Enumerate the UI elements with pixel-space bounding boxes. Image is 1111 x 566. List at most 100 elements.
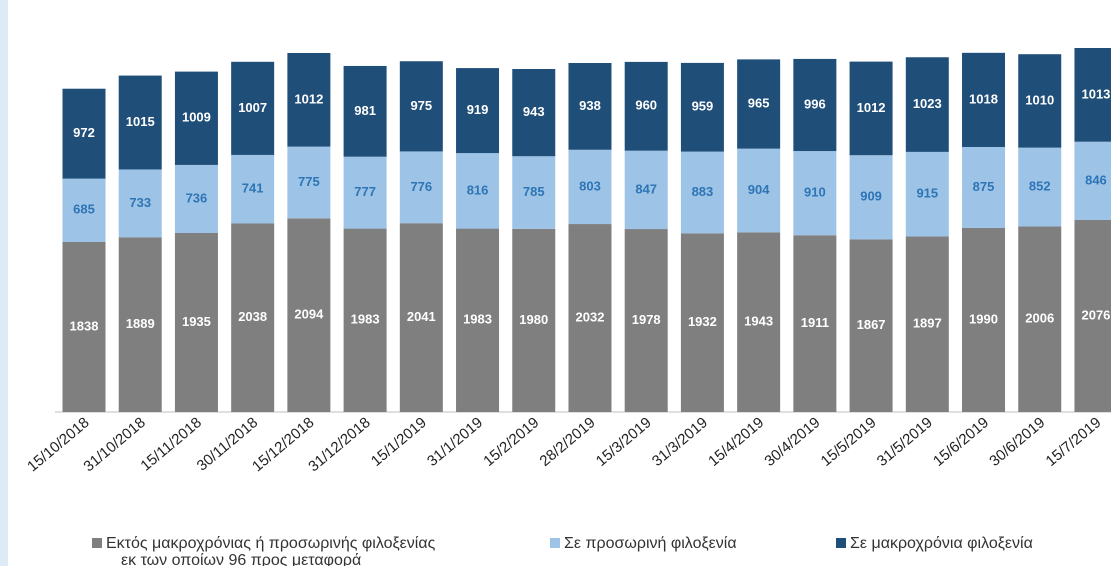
bar-segment bbox=[1018, 147, 1062, 227]
bar-segment bbox=[793, 58, 837, 152]
bar-segment bbox=[905, 57, 949, 152]
data-label: 959 bbox=[692, 99, 714, 114]
data-label: 852 bbox=[1029, 178, 1051, 193]
data-label: 741 bbox=[242, 181, 264, 196]
bar-segment bbox=[174, 71, 218, 165]
data-label: 1009 bbox=[182, 110, 211, 125]
bar-segment bbox=[568, 62, 612, 150]
bar-segment bbox=[512, 228, 556, 412]
data-label: 965 bbox=[748, 95, 770, 110]
bar-segment bbox=[737, 148, 781, 233]
bar-segment bbox=[793, 151, 837, 236]
bar-segment bbox=[737, 232, 781, 412]
bar-segment bbox=[905, 236, 949, 412]
x-tick-label: 15/6/2019 bbox=[930, 414, 992, 470]
bar-segment bbox=[624, 229, 668, 412]
bar-segment bbox=[456, 153, 500, 229]
data-label: 904 bbox=[748, 182, 770, 197]
data-label: 996 bbox=[804, 96, 826, 111]
data-label: 1838 bbox=[70, 318, 99, 333]
bar-segment bbox=[512, 69, 556, 157]
bar-segment bbox=[399, 151, 443, 224]
bar-segment bbox=[231, 223, 275, 412]
bar-segment bbox=[624, 150, 668, 230]
bar-segment bbox=[849, 61, 893, 156]
data-label: 960 bbox=[635, 98, 657, 113]
data-label: 1980 bbox=[519, 312, 548, 327]
bar-segment bbox=[287, 218, 331, 412]
x-tick-label: 31/3/2019 bbox=[649, 414, 711, 470]
data-label: 919 bbox=[467, 102, 489, 117]
bar-segment bbox=[568, 149, 612, 225]
bar-segment bbox=[399, 223, 443, 412]
data-label: 1978 bbox=[632, 312, 661, 327]
bar-segment bbox=[456, 68, 500, 154]
legend-swatch bbox=[92, 538, 102, 548]
data-label: 1897 bbox=[913, 316, 942, 331]
data-label: 875 bbox=[973, 179, 995, 194]
side-strip bbox=[0, 0, 8, 566]
x-tick-label: 15/4/2019 bbox=[705, 414, 767, 470]
data-label: 733 bbox=[129, 195, 151, 210]
data-label: 1889 bbox=[126, 316, 155, 331]
bar-segment bbox=[962, 52, 1006, 147]
data-label: 1015 bbox=[126, 114, 155, 129]
data-label: 883 bbox=[692, 184, 714, 199]
bar-segment bbox=[1074, 219, 1111, 412]
data-label: 847 bbox=[635, 181, 657, 196]
x-tick-label: 15/3/2019 bbox=[593, 414, 655, 470]
data-label: 816 bbox=[467, 182, 489, 197]
bar-segment bbox=[62, 88, 106, 179]
data-label: 1023 bbox=[913, 96, 942, 111]
bar-segment bbox=[118, 169, 162, 238]
bar-segment bbox=[849, 155, 893, 240]
bar-segment bbox=[962, 146, 1006, 228]
bar-segment bbox=[118, 237, 162, 412]
data-label: 1018 bbox=[969, 91, 998, 106]
x-tick-label: 15/11/2018 bbox=[137, 414, 205, 475]
bar-segment bbox=[287, 146, 331, 219]
x-tick-label: 31/1/2019 bbox=[424, 414, 486, 470]
x-tick-label: 30/4/2019 bbox=[761, 414, 823, 470]
x-tick-label: 31/12/2018 bbox=[305, 414, 373, 475]
x-tick-label: 28/2/2019 bbox=[537, 414, 599, 470]
data-label: 1990 bbox=[969, 311, 998, 326]
data-label: 1013 bbox=[1081, 86, 1110, 101]
data-label: 777 bbox=[354, 184, 376, 199]
data-label: 1867 bbox=[857, 317, 886, 332]
data-label: 2038 bbox=[238, 309, 267, 324]
data-label: 1012 bbox=[857, 100, 886, 115]
data-label: 1010 bbox=[1025, 92, 1054, 107]
bar-segment bbox=[343, 156, 387, 229]
x-tick-label: 15/7/2019 bbox=[1042, 414, 1104, 470]
data-label: 943 bbox=[523, 104, 545, 119]
data-label: 975 bbox=[410, 98, 432, 113]
data-label: 2094 bbox=[294, 307, 324, 322]
bar-segment bbox=[231, 61, 275, 155]
bar-segment bbox=[793, 235, 837, 412]
data-label: 915 bbox=[916, 186, 938, 201]
legend-note: εκ των οποίων 96 προς μεταφορά bbox=[121, 552, 361, 566]
data-label: 776 bbox=[410, 179, 432, 194]
x-tick-label: 31/5/2019 bbox=[874, 414, 936, 470]
data-label: 1935 bbox=[182, 314, 211, 329]
bar-segment bbox=[343, 228, 387, 412]
legend-swatch bbox=[836, 538, 846, 548]
bar-segment bbox=[343, 65, 387, 157]
data-label: 1007 bbox=[238, 100, 267, 115]
bar-segment bbox=[680, 62, 724, 152]
bar-segment bbox=[62, 178, 106, 242]
data-label: 910 bbox=[804, 185, 826, 200]
data-label: 1012 bbox=[294, 91, 323, 106]
bar-segment bbox=[1018, 54, 1062, 148]
bar-segment bbox=[1074, 48, 1111, 142]
x-tick-label: 15/1/2019 bbox=[368, 414, 430, 470]
legend-label: Σε μακροχρόνια φιλοξενία bbox=[850, 535, 1033, 552]
data-label: 2076 bbox=[1081, 307, 1110, 322]
bar-segment bbox=[680, 233, 724, 412]
bar-segment bbox=[1018, 226, 1062, 412]
bar-segment bbox=[512, 156, 556, 229]
data-label: 685 bbox=[73, 202, 95, 217]
bar-segment bbox=[118, 75, 162, 170]
